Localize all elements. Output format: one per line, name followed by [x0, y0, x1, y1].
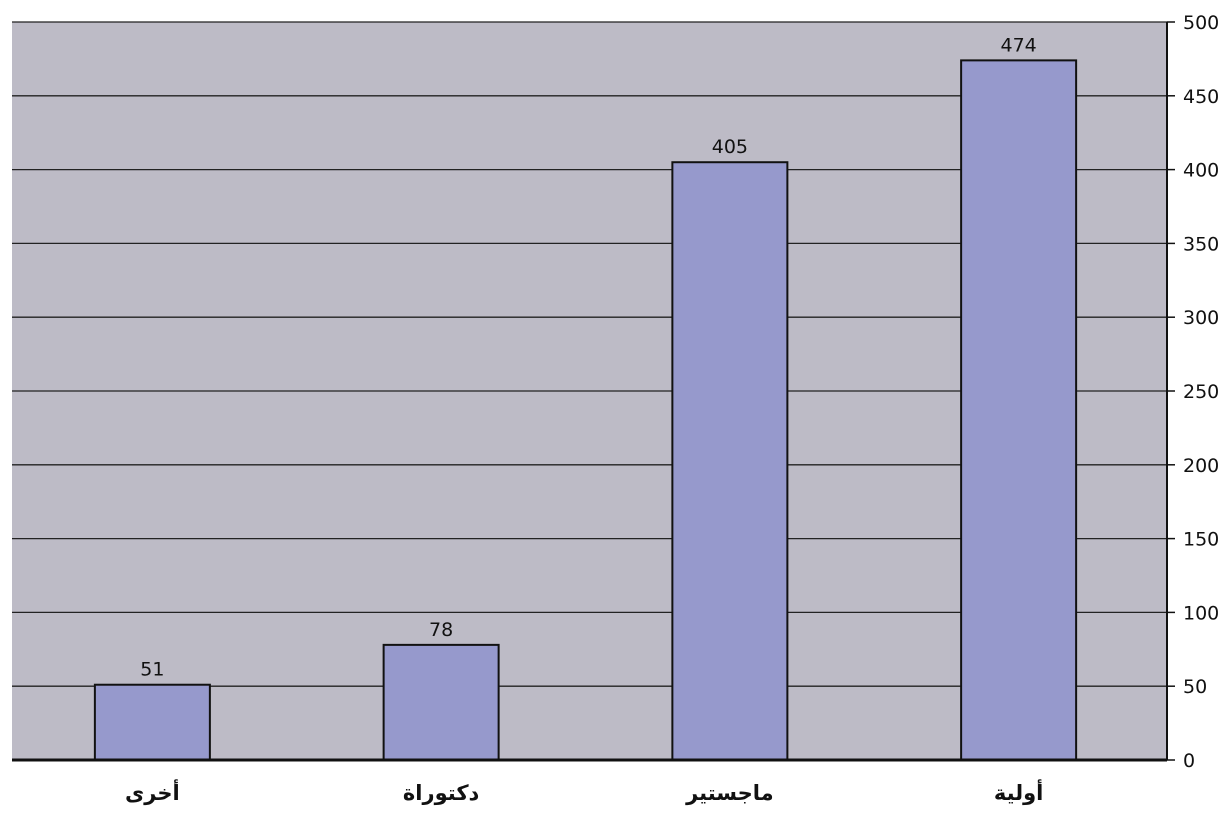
- y-tick-label: 150: [1183, 529, 1219, 551]
- y-tick-label: 500: [1183, 12, 1219, 34]
- y-tick-label: 250: [1183, 381, 1219, 403]
- bars: [93, 59, 1078, 762]
- y-tick-label: 200: [1183, 455, 1219, 477]
- bar: [960, 59, 1078, 762]
- data-label: 78: [429, 619, 453, 641]
- bar: [93, 683, 211, 761]
- y-tick-label: 50: [1183, 676, 1207, 698]
- data-label: 474: [1000, 34, 1036, 56]
- y-tick-label: 400: [1183, 160, 1219, 182]
- bar: [382, 643, 500, 762]
- x-axis-labels: أخرى دكتوراة ماجستير أولية: [125, 778, 1043, 805]
- data-label: 51: [140, 659, 164, 681]
- x-tick-label: دكتوراة: [403, 781, 480, 805]
- x-tick-label: أولية: [994, 778, 1043, 805]
- y-tick-label: 300: [1183, 307, 1219, 329]
- y-tick-label: 350: [1183, 233, 1219, 255]
- x-tick-label: أخرى: [125, 778, 180, 805]
- y-tick-label: 0: [1183, 750, 1195, 772]
- y-axis-ticks: 0 50 100 150 200 250 300 350 400 450 500: [1167, 12, 1219, 772]
- x-tick-label: ماجستير: [685, 781, 774, 805]
- bar: [671, 161, 789, 762]
- y-tick-label: 100: [1183, 602, 1219, 624]
- data-labels: 51 78 405 474: [140, 34, 1036, 680]
- data-label: 405: [712, 136, 748, 158]
- y-tick-label: 450: [1183, 86, 1219, 108]
